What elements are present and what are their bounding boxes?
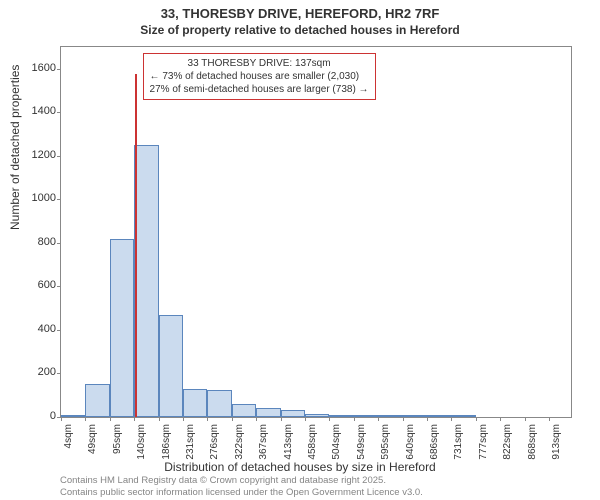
attribution-text: Contains HM Land Registry data © Crown c… xyxy=(60,475,423,498)
histogram-bar xyxy=(329,415,353,417)
x-tick-label: 49sqm xyxy=(87,424,98,454)
y-axis-label: Number of detached properties xyxy=(8,65,22,230)
x-tick-label: 686sqm xyxy=(429,424,440,460)
x-tick-mark xyxy=(427,417,428,421)
y-tick-label: 400 xyxy=(38,323,56,335)
plot-area: 33 THORESBY DRIVE: 137sqm← 73% of detach… xyxy=(60,46,572,418)
x-tick-label: 322sqm xyxy=(234,424,245,460)
chart-title: 33, THORESBY DRIVE, HEREFORD, HR2 7RF xyxy=(0,0,600,21)
x-tick-label: 868sqm xyxy=(527,424,538,460)
x-tick-label: 367sqm xyxy=(258,424,269,460)
x-tick-mark xyxy=(256,417,257,421)
x-tick-label: 95sqm xyxy=(112,424,123,454)
y-tick-mark xyxy=(57,243,61,244)
histogram-bar xyxy=(110,239,134,417)
histogram-bar xyxy=(159,315,183,417)
histogram-bar xyxy=(232,404,256,417)
x-tick-label: 140sqm xyxy=(136,424,147,460)
y-tick-label: 1200 xyxy=(32,149,56,161)
y-tick-mark xyxy=(57,156,61,157)
x-tick-label: 595sqm xyxy=(380,424,391,460)
x-tick-mark xyxy=(110,417,111,421)
y-tick-mark xyxy=(57,112,61,113)
x-tick-label: 186sqm xyxy=(161,424,172,460)
y-tick-label: 1600 xyxy=(32,62,56,74)
annotation-line-1: 33 THORESBY DRIVE: 137sqm xyxy=(150,57,369,70)
x-tick-label: 640sqm xyxy=(405,424,416,460)
attribution-line-2: Contains public sector information licen… xyxy=(60,487,423,498)
x-tick-mark xyxy=(232,417,233,421)
x-tick-label: 413sqm xyxy=(283,424,294,460)
x-tick-mark xyxy=(525,417,526,421)
x-tick-mark xyxy=(61,417,62,421)
y-tick-label: 600 xyxy=(38,279,56,291)
annotation-box: 33 THORESBY DRIVE: 137sqm← 73% of detach… xyxy=(143,53,376,100)
x-tick-mark xyxy=(329,417,330,421)
histogram-bar xyxy=(61,415,85,417)
x-tick-mark xyxy=(549,417,550,421)
x-tick-mark xyxy=(354,417,355,421)
x-tick-label: 549sqm xyxy=(356,424,367,460)
x-tick-label: 731sqm xyxy=(453,424,464,460)
x-tick-mark xyxy=(403,417,404,421)
x-tick-mark xyxy=(305,417,306,421)
histogram-bar xyxy=(256,408,280,417)
x-tick-label: 276sqm xyxy=(209,424,220,460)
chart-container: 33, THORESBY DRIVE, HEREFORD, HR2 7RF Si… xyxy=(0,0,600,500)
x-tick-mark xyxy=(476,417,477,421)
y-tick-label: 1400 xyxy=(32,105,56,117)
x-tick-mark xyxy=(134,417,135,421)
y-tick-label: 1000 xyxy=(32,192,56,204)
histogram-bar xyxy=(281,410,305,417)
chart-subtitle: Size of property relative to detached ho… xyxy=(0,21,600,37)
histogram-bar xyxy=(85,384,109,417)
x-tick-mark xyxy=(159,417,160,421)
histogram-bar xyxy=(451,415,475,417)
histogram-bar xyxy=(378,415,402,417)
y-tick-mark xyxy=(57,199,61,200)
histogram-bar xyxy=(305,414,329,417)
x-axis-label: Distribution of detached houses by size … xyxy=(0,460,600,474)
x-tick-mark xyxy=(281,417,282,421)
histogram-bar xyxy=(183,389,207,417)
annotation-line-3: 27% of semi-detached houses are larger (… xyxy=(150,83,369,96)
annotation-line-2: ← 73% of detached houses are smaller (2,… xyxy=(150,70,369,83)
x-tick-label: 4sqm xyxy=(63,424,74,448)
histogram-bar xyxy=(403,415,427,417)
x-tick-label: 822sqm xyxy=(502,424,513,460)
x-tick-label: 913sqm xyxy=(551,424,562,460)
y-tick-mark xyxy=(57,373,61,374)
x-tick-mark xyxy=(85,417,86,421)
x-tick-mark xyxy=(500,417,501,421)
histogram-bar xyxy=(207,390,231,417)
x-tick-label: 504sqm xyxy=(331,424,342,460)
y-tick-mark xyxy=(57,330,61,331)
histogram-bar xyxy=(427,415,451,417)
x-tick-mark xyxy=(207,417,208,421)
y-tick-label: 0 xyxy=(50,410,56,422)
x-tick-label: 458sqm xyxy=(307,424,318,460)
x-tick-mark xyxy=(183,417,184,421)
y-tick-mark xyxy=(57,69,61,70)
y-tick-mark xyxy=(57,286,61,287)
histogram-bar xyxy=(134,145,158,417)
property-marker-line xyxy=(135,74,137,417)
x-tick-mark xyxy=(378,417,379,421)
x-tick-mark xyxy=(451,417,452,421)
x-tick-label: 777sqm xyxy=(478,424,489,460)
x-tick-label: 231sqm xyxy=(185,424,196,460)
y-tick-label: 800 xyxy=(38,236,56,248)
histogram-bar xyxy=(354,415,378,417)
attribution-line-1: Contains HM Land Registry data © Crown c… xyxy=(60,475,423,486)
y-tick-label: 200 xyxy=(38,366,56,378)
